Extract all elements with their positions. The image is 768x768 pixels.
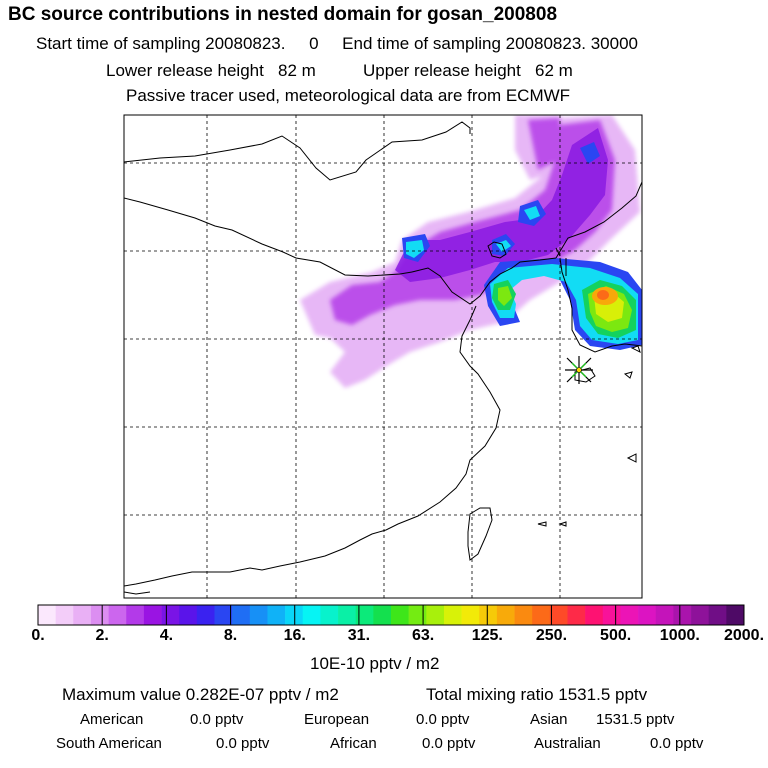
grid-lines [124, 115, 642, 598]
colorbar-tick-label: 125. [471, 627, 503, 644]
colorbar-swatch [161, 605, 180, 625]
australian-value: 0.0 pptv [650, 735, 704, 752]
colorbar-swatch [355, 605, 374, 625]
coastline-layer [124, 121, 642, 595]
colorbar-swatch [38, 605, 56, 625]
colorbar-swatch [249, 605, 268, 625]
colorbar-swatch [267, 605, 286, 625]
colorbar-tick-label: 250. [535, 627, 568, 644]
colorbar-swatch [673, 605, 692, 625]
colorbar-tick-label: 1000. [659, 627, 700, 644]
colorbar-swatch [567, 605, 586, 625]
colorbar-swatch [479, 605, 498, 625]
colorbar-swatch [443, 605, 462, 625]
american-value: 0.0 pptv [190, 711, 244, 728]
colorbar-swatch [232, 605, 251, 625]
south-american-value: 0.0 pptv [216, 735, 270, 752]
colorbar-swatch [285, 605, 304, 625]
colorbar-swatch [90, 605, 109, 625]
colorbar-swatch [302, 605, 321, 625]
asian-value: 1531.5 pptv [596, 711, 675, 728]
colorbar-swatch [461, 605, 480, 625]
colorbar-swatch [726, 605, 745, 625]
african-label: African [330, 735, 377, 752]
colorbar [37, 604, 745, 626]
colorbar-swatch [214, 605, 233, 625]
colorbar-tick-label: 31. [347, 627, 371, 644]
colorbar-swatch [391, 605, 409, 625]
colorbar-swatch [655, 605, 674, 625]
total-mixing-ratio: Total mixing ratio 1531.5 pptv [426, 685, 648, 704]
south-american-label: South American [56, 735, 162, 752]
colorbar-tick-label: 2000. [723, 627, 765, 644]
colorbar-swatch [638, 605, 657, 625]
colorbar-swatch [549, 605, 568, 625]
model-info-line: Passive tracer used, meteorological data… [126, 86, 571, 105]
colorbar-swatch [108, 605, 127, 625]
colorbar-tick-label: 63. [411, 627, 435, 644]
colorbar-tick-label: 4. [159, 627, 174, 644]
colorbar-swatch [196, 605, 215, 625]
european-label: European [304, 711, 370, 728]
colorbar-swatch [126, 605, 145, 625]
colorbar-swatch [55, 605, 74, 625]
plume-layer [300, 115, 642, 388]
release-height-line: Lower release height 82 m Upper release … [106, 61, 573, 80]
colorbar-swatch [143, 605, 162, 625]
american-label: American [80, 711, 144, 728]
page-title: BC source contributions in nested domain… [8, 4, 558, 25]
map-frame [123, 114, 643, 599]
colorbar-tick-label: 500. [600, 627, 632, 644]
australian-label: Australian [534, 735, 601, 752]
colorbar-swatch [408, 605, 427, 625]
receptor-star-icon [565, 356, 593, 384]
colorbar-swatch [338, 605, 356, 625]
african-value: 0.0 pptv [422, 735, 476, 752]
colorbar-swatch [179, 605, 198, 625]
colorbar-swatch [691, 605, 709, 625]
colorbar-swatch [585, 605, 604, 625]
colorbar-swatch [514, 605, 533, 625]
colorbar-units: 10E-10 pptv / m2 [310, 654, 440, 673]
colorbar-tick-label: 0. [31, 627, 45, 644]
colorbar-border [37, 604, 745, 626]
maximum-value: Maximum value 0.282E-07 pptv / m2 [62, 685, 339, 704]
colorbar-swatch [426, 605, 445, 625]
colorbar-swatch [532, 605, 551, 625]
colorbar-swatch [73, 605, 92, 625]
colorbar-tick-label: 8. [223, 627, 238, 644]
colorbar-swatch [602, 605, 621, 625]
asian-label: Asian [530, 711, 568, 728]
colorbar-swatch [496, 605, 515, 625]
european-value: 0.0 pptv [416, 711, 470, 728]
colorbar-swatch [320, 605, 339, 625]
sampling-time-line: Start time of sampling 20080823. 0 End t… [36, 34, 638, 53]
colorbar-swatch [620, 605, 639, 625]
colorbar-swatch [708, 605, 727, 625]
colorbar-swatch [373, 605, 392, 625]
colorbar-tick-label: 16. [283, 627, 306, 644]
colorbar-tick-label: 2. [95, 627, 109, 644]
